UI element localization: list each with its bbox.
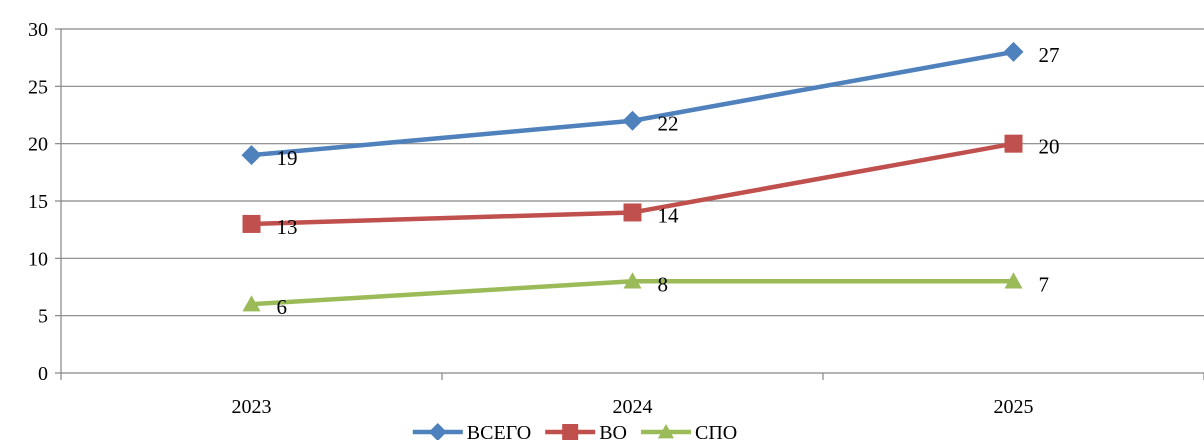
data-point [242,295,261,312]
x-tick-label: 2024 [613,396,653,418]
legend-marker [657,424,674,439]
data-point [1004,134,1023,153]
y-tick-label: 10 [28,248,48,270]
data-point [1003,41,1024,62]
series-line [249,49,1016,158]
y-tick-label: 0 [38,363,48,385]
y-tick-label: 30 [28,19,48,41]
data-label: 14 [658,203,680,227]
data-label: 13 [277,215,298,239]
y-tick-label: 25 [28,76,48,98]
legend-item-3: СПО [640,422,737,440]
legend-label: ВО [599,422,627,440]
data-point [623,272,642,289]
data-label: 27 [1039,43,1060,67]
x-tick-label: 2023 [232,396,272,418]
data-point [1004,272,1023,289]
y-tick-label: 20 [28,134,48,156]
gridlines [61,28,1204,317]
data-label: 22 [658,112,679,136]
data-label: 8 [658,272,669,296]
y-tick-label: 15 [28,191,48,213]
x-tick-label: 2025 [994,396,1034,418]
legend-item-2: ВО [545,422,627,440]
data-point [622,110,643,131]
series-1: 19 22 27 [241,41,1060,170]
legend-label: СПО [695,422,737,440]
legend-label: ВСЕГО [467,422,531,440]
data-point [242,214,261,233]
y-tick-label: 5 [38,306,48,328]
legend: ВСЕГО ВО СПО [412,422,737,440]
data-label: 6 [277,295,288,319]
data-label: 20 [1039,135,1060,159]
series-2: 13 14 20 [242,134,1060,239]
data-point [623,203,642,222]
data-label: 19 [277,146,298,170]
data-label: 7 [1039,272,1050,296]
data-point [241,145,262,166]
legend-item-1: ВСЕГО [412,422,531,440]
legend-marker [562,424,579,440]
legend-marker [428,423,447,440]
series-layer: 19 22 27 13 14 20 6 8 7 [241,41,1060,319]
series-3: 6 8 7 [242,272,1050,319]
